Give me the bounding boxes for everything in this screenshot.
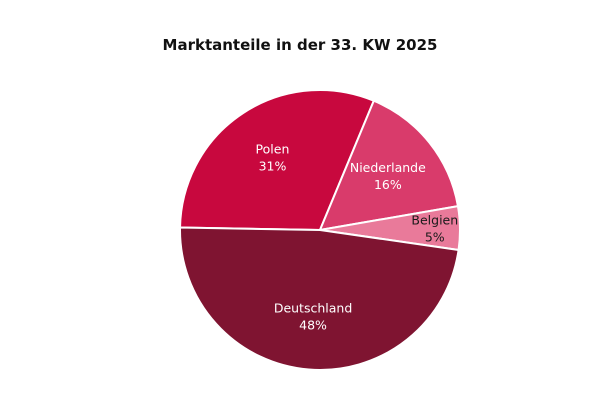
slice-label-polen: Polen xyxy=(256,141,290,156)
slice-value-belgien: 5% xyxy=(425,229,445,244)
slice-value-deutschland: 48% xyxy=(299,318,327,333)
slice-value-niederlande: 16% xyxy=(374,177,402,192)
chart-title: Marktanteile in der 33. KW 2025 xyxy=(162,36,438,54)
slice-value-polen: 31% xyxy=(259,158,287,173)
slice-label-niederlande: Niederlande xyxy=(350,160,426,175)
pie-slice-niederlande xyxy=(318,99,460,232)
slice-label-deutschland: Deutschland xyxy=(274,301,352,316)
slice-label-belgien: Belgien xyxy=(411,212,458,227)
pie-slice-deutschland xyxy=(179,226,460,371)
pie-slice-polen xyxy=(179,89,376,232)
